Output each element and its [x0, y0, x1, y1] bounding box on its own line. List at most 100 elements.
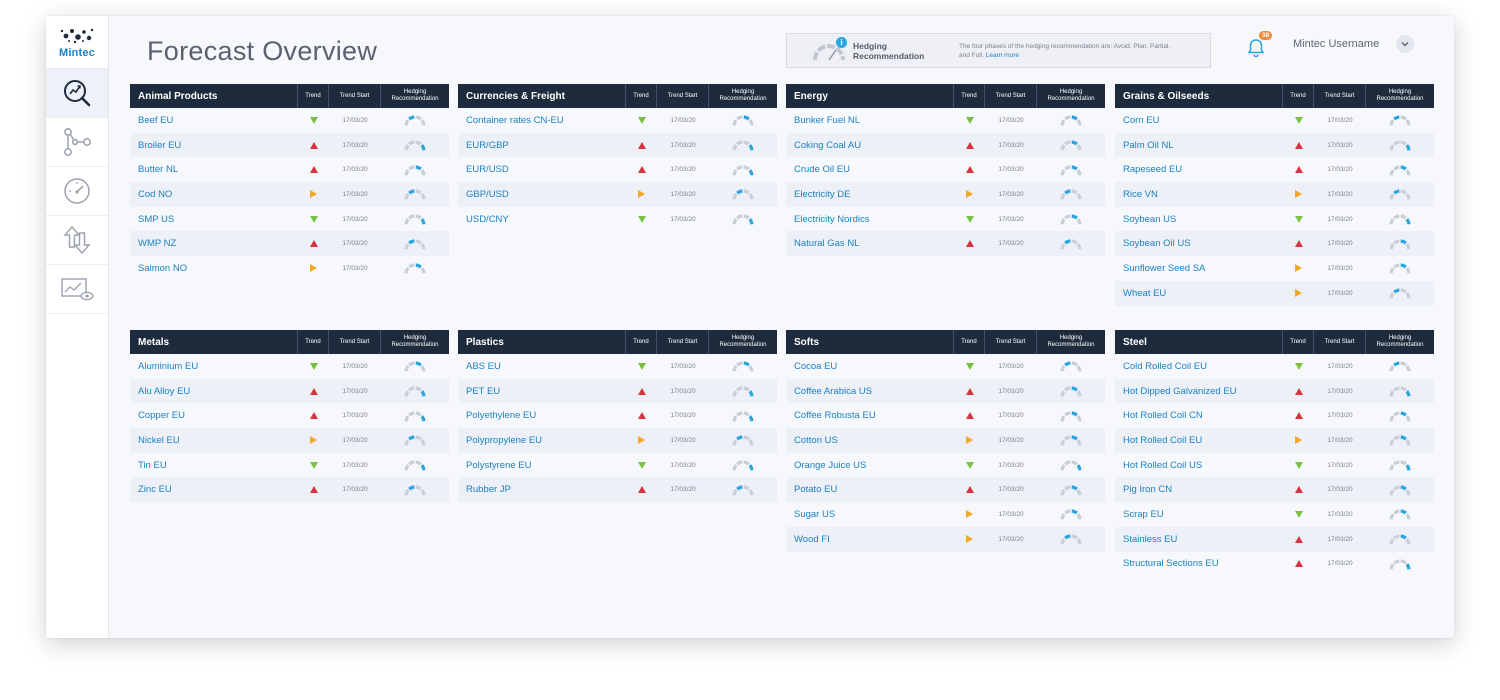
table-row[interactable]: WMP NZ 17/03/20: [130, 231, 449, 257]
commodity-link[interactable]: Cocoa EU: [794, 360, 838, 372]
commodity-link[interactable]: Cod NO: [138, 188, 173, 200]
table-row[interactable]: Crude Oil EU 17/03/20: [786, 157, 1105, 182]
notifications-button[interactable]: 38: [1244, 31, 1273, 60]
commodity-link[interactable]: Electricity DE: [794, 188, 851, 200]
table-row[interactable]: SMP US 17/03/20: [130, 207, 449, 232]
table-row[interactable]: Rice VN 17/03/20: [1115, 182, 1434, 207]
commodity-link[interactable]: EUR/USD: [466, 164, 509, 176]
nav-workflow[interactable]: [46, 118, 108, 167]
commodity-link[interactable]: GBP/USD: [466, 188, 509, 200]
commodity-link[interactable]: Nickel EU: [138, 434, 180, 446]
table-row[interactable]: Polypropylene EU 17/03/20: [458, 428, 777, 453]
table-row[interactable]: Structural Sections EU 17/03/20: [1115, 552, 1434, 577]
table-row[interactable]: Butter NL 17/03/20: [130, 157, 449, 182]
table-row[interactable]: Cold Rolled Coil EU 17/03/20: [1115, 354, 1434, 379]
commodity-link[interactable]: Aluminium EU: [138, 360, 199, 372]
table-row[interactable]: Rubber JP 17/03/20: [458, 477, 777, 503]
commodity-link[interactable]: Coffee Arabica US: [794, 385, 872, 397]
table-row[interactable]: Coking Coal AU 17/03/20: [786, 132, 1105, 158]
commodity-link[interactable]: Sugar US: [794, 508, 836, 520]
table-row[interactable]: USD/CNY 17/03/20: [458, 207, 777, 232]
table-row[interactable]: Wood FI 17/03/20: [786, 526, 1105, 552]
commodity-link[interactable]: EUR/GBP: [466, 139, 509, 151]
table-row[interactable]: Sugar US 17/03/20: [786, 502, 1105, 527]
mintec-logo[interactable]: Mintec: [46, 16, 108, 69]
nav-gauge[interactable]: [46, 167, 108, 216]
commodity-link[interactable]: Container rates CN-EU: [466, 114, 564, 126]
commodity-link[interactable]: Sunflower Seed SA: [1123, 262, 1206, 274]
commodity-link[interactable]: Electricity Nordics: [794, 213, 870, 225]
table-row[interactable]: Soybean Oil US 17/03/20: [1115, 231, 1434, 257]
commodity-link[interactable]: Orange Juice US: [794, 459, 867, 471]
commodity-link[interactable]: Hot Rolled Coil CN: [1123, 410, 1203, 422]
table-row[interactable]: Salmon NO 17/03/20: [130, 256, 449, 281]
table-row[interactable]: Cocoa EU 17/03/20: [786, 354, 1105, 379]
table-row[interactable]: Zinc EU 17/03/20: [130, 477, 449, 503]
commodity-link[interactable]: Structural Sections EU: [1123, 558, 1219, 570]
table-row[interactable]: GBP/USD 17/03/20: [458, 182, 777, 207]
commodity-link[interactable]: Natural Gas NL: [794, 238, 860, 250]
table-row[interactable]: Cod NO 17/03/20: [130, 182, 449, 207]
table-row[interactable]: Pig Iron CN 17/03/20: [1115, 477, 1434, 503]
table-row[interactable]: Alu Alloy EU 17/03/20: [130, 378, 449, 404]
commodity-link[interactable]: Stainless EU: [1123, 533, 1178, 545]
commodity-link[interactable]: Polypropylene EU: [466, 434, 543, 446]
commodity-link[interactable]: Rapeseed EU: [1123, 164, 1183, 176]
commodity-link[interactable]: Broiler EU: [138, 139, 182, 151]
commodity-link[interactable]: Coking Coal AU: [794, 139, 862, 151]
table-row[interactable]: Stainless EU 17/03/20: [1115, 526, 1434, 552]
table-row[interactable]: Orange Juice US 17/03/20: [786, 453, 1105, 478]
commodity-link[interactable]: Polyethylene EU: [466, 410, 537, 422]
commodity-link[interactable]: Wheat EU: [1123, 287, 1167, 299]
commodity-link[interactable]: Zinc EU: [138, 484, 172, 496]
table-row[interactable]: Coffee Arabica US 17/03/20: [786, 378, 1105, 404]
commodity-link[interactable]: Potato EU: [794, 484, 838, 496]
commodity-link[interactable]: Rubber JP: [466, 484, 511, 496]
commodity-link[interactable]: Beef EU: [138, 114, 174, 126]
commodity-link[interactable]: Hot Rolled Coil EU: [1123, 434, 1203, 446]
table-row[interactable]: Tin EU 17/03/20: [130, 453, 449, 478]
table-row[interactable]: Bunker Fuel NL 17/03/20: [786, 108, 1105, 133]
nav-forecast-overview[interactable]: [46, 69, 108, 118]
commodity-link[interactable]: Pig Iron CN: [1123, 484, 1173, 496]
commodity-link[interactable]: ABS EU: [466, 360, 501, 372]
table-row[interactable]: Copper EU 17/03/20: [130, 403, 449, 428]
commodity-link[interactable]: Hot Dipped Galvanized EU: [1123, 385, 1237, 397]
commodity-link[interactable]: Polystyrene EU: [466, 459, 532, 471]
table-row[interactable]: PET EU 17/03/20: [458, 378, 777, 404]
commodity-link[interactable]: Butter NL: [138, 164, 179, 176]
commodity-link[interactable]: WMP NZ: [138, 238, 177, 250]
table-row[interactable]: Container rates CN-EU 17/03/20: [458, 108, 777, 133]
table-row[interactable]: Cotton US 17/03/20: [786, 428, 1105, 453]
commodity-link[interactable]: Corn EU: [1123, 114, 1160, 126]
commodity-link[interactable]: Wood FI: [794, 533, 830, 545]
commodity-link[interactable]: PET EU: [466, 385, 501, 397]
table-row[interactable]: Broiler EU 17/03/20: [130, 132, 449, 158]
commodity-link[interactable]: Soybean US: [1123, 213, 1177, 225]
table-row[interactable]: Hot Rolled Coil US 17/03/20: [1115, 453, 1434, 478]
commodity-link[interactable]: Salmon NO: [138, 262, 188, 274]
table-row[interactable]: Wheat EU 17/03/20: [1115, 280, 1434, 306]
commodity-link[interactable]: Copper EU: [138, 410, 185, 422]
table-row[interactable]: Nickel EU 17/03/20: [130, 428, 449, 453]
commodity-link[interactable]: Scrap EU: [1123, 508, 1164, 520]
table-row[interactable]: Palm Oil NL 17/03/20: [1115, 132, 1434, 158]
table-row[interactable]: Polyethylene EU 17/03/20: [458, 403, 777, 428]
commodity-link[interactable]: Palm Oil NL: [1123, 139, 1174, 151]
table-row[interactable]: Polystyrene EU 17/03/20: [458, 453, 777, 478]
commodity-link[interactable]: USD/CNY: [466, 213, 509, 225]
table-row[interactable]: Hot Rolled Coil CN 17/03/20: [1115, 403, 1434, 428]
commodity-link[interactable]: SMP US: [138, 213, 175, 225]
table-row[interactable]: Hot Rolled Coil EU 17/03/20: [1115, 428, 1434, 453]
commodity-link[interactable]: Cotton US: [794, 434, 838, 446]
table-row[interactable]: EUR/USD 17/03/20: [458, 157, 777, 182]
commodity-link[interactable]: Soybean Oil US: [1123, 238, 1191, 250]
commodity-link[interactable]: Rice VN: [1123, 188, 1158, 200]
commodity-link[interactable]: Hot Rolled Coil US: [1123, 459, 1203, 471]
table-row[interactable]: Corn EU 17/03/20: [1115, 108, 1434, 133]
nav-chart-view[interactable]: [46, 265, 108, 314]
commodity-link[interactable]: Coffee Robusta EU: [794, 410, 876, 422]
username-label[interactable]: Mintec Username: [1293, 38, 1380, 50]
commodity-link[interactable]: Cold Rolled Coil EU: [1123, 360, 1207, 372]
table-row[interactable]: Rapeseed EU 17/03/20: [1115, 157, 1434, 182]
